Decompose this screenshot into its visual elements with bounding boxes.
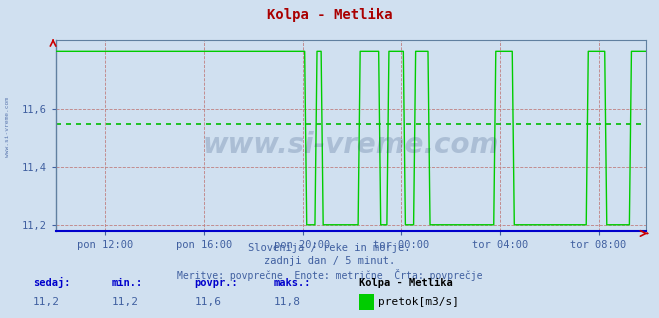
Text: povpr.:: povpr.:	[194, 278, 238, 288]
Text: www.si-vreme.com: www.si-vreme.com	[5, 97, 11, 157]
Text: sedaj:: sedaj:	[33, 277, 71, 288]
Text: 11,2: 11,2	[33, 297, 60, 307]
Text: Kolpa - Metlika: Kolpa - Metlika	[359, 278, 453, 288]
Text: Meritve: povprečne  Enote: metrične  Črta: povprečje: Meritve: povprečne Enote: metrične Črta:…	[177, 269, 482, 281]
Text: 11,8: 11,8	[273, 297, 301, 307]
Text: zadnji dan / 5 minut.: zadnji dan / 5 minut.	[264, 256, 395, 266]
Text: Slovenija / reke in morje.: Slovenija / reke in morje.	[248, 243, 411, 253]
Text: pretok[m3/s]: pretok[m3/s]	[378, 297, 459, 307]
Text: maks.:: maks.:	[273, 278, 311, 288]
Text: Kolpa - Metlika: Kolpa - Metlika	[267, 8, 392, 22]
Text: 11,2: 11,2	[112, 297, 139, 307]
Text: 11,6: 11,6	[194, 297, 221, 307]
Text: min.:: min.:	[112, 278, 143, 288]
Text: www.si-vreme.com: www.si-vreme.com	[203, 131, 499, 159]
